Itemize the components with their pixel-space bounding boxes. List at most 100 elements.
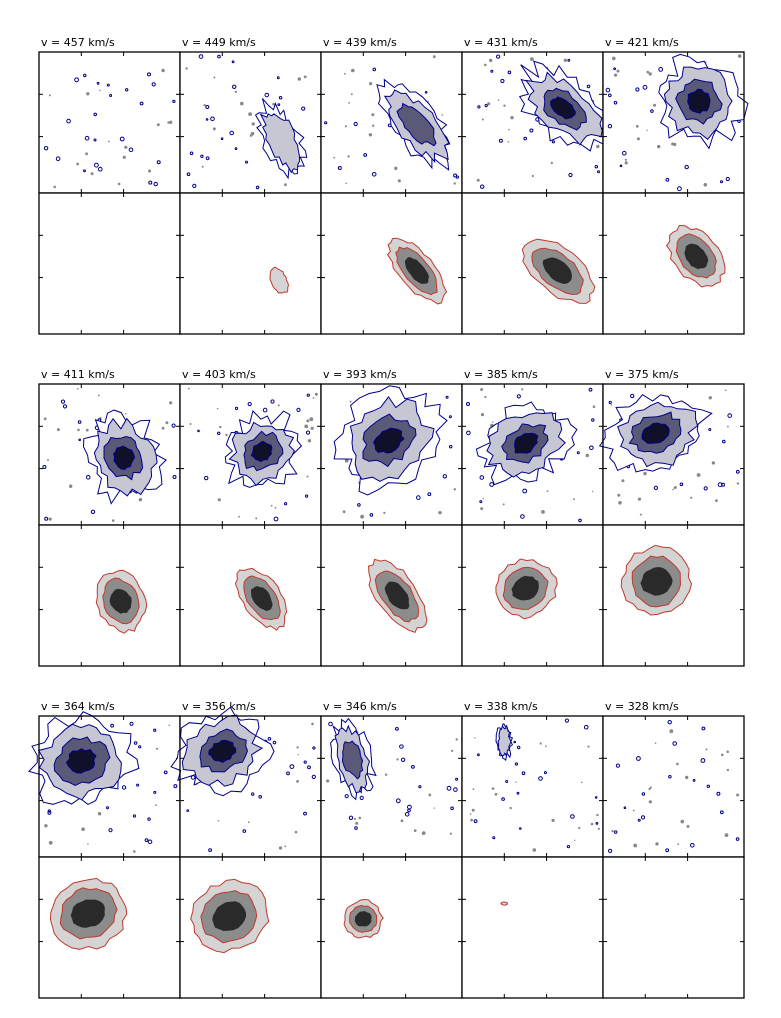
negative-noise — [690, 496, 693, 499]
noise-contour — [153, 181, 158, 187]
data-panel — [602, 51, 749, 194]
noise-contour — [234, 147, 238, 151]
negative-noise — [213, 76, 216, 79]
noise-contour — [735, 469, 740, 474]
negative-noise — [87, 843, 89, 845]
channel-panels: v = 457 km/s v = 449 km/s v = 439 km/s v = … — [28, 36, 749, 999]
negative-noise — [360, 514, 364, 519]
negative-noise — [216, 407, 219, 410]
noise-contour — [543, 771, 547, 775]
data-panel — [179, 51, 322, 194]
noise-contour — [395, 727, 399, 731]
noise-contour — [270, 399, 275, 404]
noise-contour — [594, 796, 598, 799]
negative-noise — [212, 127, 216, 131]
noise-contour — [353, 121, 358, 127]
model-panel-bg — [321, 857, 462, 998]
noise-contour — [66, 118, 71, 124]
noise-contour — [359, 795, 364, 801]
noise-contour — [442, 474, 447, 479]
noise-contour — [84, 135, 90, 141]
data-panel — [28, 711, 181, 858]
negative-noise — [696, 473, 701, 477]
negative-noise — [502, 503, 505, 506]
noise-contour — [400, 757, 406, 762]
negative-noise — [133, 850, 136, 853]
negative-noise — [348, 102, 350, 104]
negative-noise — [680, 819, 685, 824]
noise-contour — [217, 54, 221, 59]
negative-noise — [347, 155, 350, 158]
data-contour-peak — [687, 88, 711, 114]
negative-noise — [686, 824, 690, 828]
noise-contour — [424, 91, 428, 94]
velocity-label: v = 431 km/s — [464, 36, 538, 49]
negative-noise — [633, 843, 638, 848]
model-panel-frame — [602, 524, 745, 667]
noise-contour — [448, 415, 452, 419]
noise-contour — [337, 166, 342, 170]
noise-contour — [613, 100, 618, 105]
negative-noise — [311, 722, 314, 726]
negative-noise — [270, 504, 273, 507]
negative-noise — [161, 68, 165, 73]
noise-contour — [173, 784, 178, 789]
noise-contour — [62, 404, 68, 409]
noise-contour — [242, 829, 247, 833]
noise-contour — [110, 723, 114, 728]
negative-noise — [117, 182, 121, 186]
negative-noise — [234, 90, 238, 94]
noise-contour — [83, 73, 87, 78]
negative-noise — [470, 818, 473, 822]
negative-noise — [453, 182, 456, 185]
negative-noise — [284, 183, 287, 187]
negative-noise — [138, 498, 143, 502]
noise-contour — [653, 485, 659, 490]
negative-noise — [492, 421, 494, 423]
noise-contour — [635, 87, 640, 92]
noise-contour — [354, 826, 358, 830]
data-contour-peak — [208, 739, 237, 763]
noise-contour — [717, 482, 723, 488]
negative-noise — [240, 101, 244, 106]
noise-contour — [106, 83, 110, 87]
noise-contour — [640, 815, 646, 820]
model-panel — [38, 192, 181, 335]
negative-noise — [358, 816, 362, 820]
negative-noise — [306, 475, 309, 478]
noise-contour — [516, 394, 521, 399]
negative-noise — [432, 55, 436, 59]
noise-contour — [94, 162, 99, 168]
negative-noise — [672, 488, 675, 491]
negative-noise — [372, 124, 375, 127]
data-panel — [598, 383, 745, 526]
model-core — [70, 899, 105, 928]
data-panel — [320, 51, 463, 194]
negative-noise — [480, 507, 484, 511]
negative-noise — [308, 439, 310, 441]
negative-noise — [296, 746, 299, 749]
model-panel — [320, 524, 463, 667]
noise-contour — [453, 173, 458, 178]
negative-noise — [508, 128, 510, 131]
velocity-label: v = 403 km/s — [182, 368, 256, 381]
negative-noise — [585, 453, 589, 458]
data-contour-inner — [396, 102, 437, 147]
noise-contour — [93, 112, 97, 117]
negative-noise — [353, 817, 357, 821]
negative-noise — [480, 413, 485, 417]
negative-noise — [510, 116, 514, 120]
noise-contour — [586, 84, 591, 89]
negative-noise — [97, 812, 102, 816]
noise-contour — [665, 177, 670, 182]
noise-contour — [538, 776, 543, 781]
noise-contour — [125, 88, 129, 92]
negative-noise — [655, 842, 659, 846]
negative-noise — [614, 73, 618, 77]
noise-contour — [727, 413, 733, 418]
noise-contour — [44, 516, 49, 521]
noise-contour — [692, 779, 696, 782]
noise-contour — [186, 809, 189, 812]
negative-noise — [494, 792, 498, 796]
channel-panel: v = 431 km/s — [461, 36, 617, 335]
